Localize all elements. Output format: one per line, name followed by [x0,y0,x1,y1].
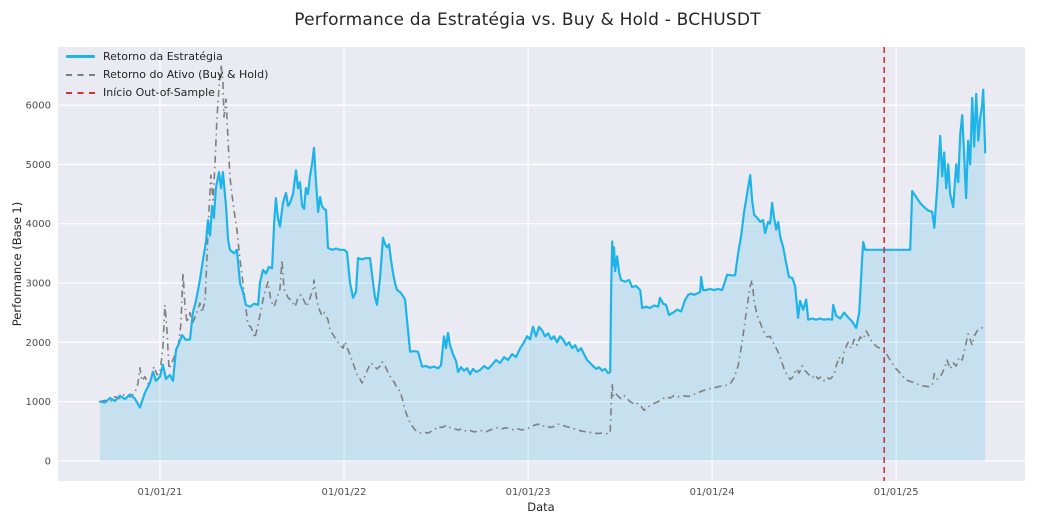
y-tick-label: 1000 [26,397,51,408]
legend-label-asset: Retorno do Ativo (Buy & Hold) [103,68,269,81]
x-tick-label: 01/01/24 [690,487,735,498]
x-tick-label: 01/01/22 [322,487,367,498]
legend-item-asset: Retorno do Ativo (Buy & Hold) [66,68,268,81]
legend-label-oos: Início Out-of-Sample [103,86,215,99]
asset-return-line [99,64,986,435]
x-tick-label: 01/01/25 [874,487,919,498]
legend-item-oos: Início Out-of-Sample [66,86,268,99]
y-tick-label: 5000 [26,160,51,171]
plot-area-background [58,47,1025,481]
x-tick-label: 01/01/21 [138,487,183,498]
y-tick-label: 6000 [26,101,51,112]
oos-line-swatch [66,91,95,94]
asset-line-swatch [66,73,95,76]
strategy-return-line [98,88,987,409]
y-tick-label: 3000 [26,278,51,289]
legend: Retorno da Estratégia Retorno do Ativo (… [66,50,268,99]
x-tick-label: 01/01/23 [506,487,551,498]
x-axis-label: Data [527,500,555,514]
legend-item-strategy: Retorno da Estratégia [66,50,268,63]
y-tick-label: 4000 [26,219,51,230]
legend-label-strategy: Retorno da Estratégia [103,50,223,63]
y-tick-label: 2000 [26,338,51,349]
chart-title: Performance da Estratégia vs. Buy & Hold… [294,10,761,30]
y-tick-label: 0 [45,456,51,467]
y-axis-label: Performance (Base 1) [10,201,24,327]
strategy-line-swatch [66,55,95,58]
strategy-area-fill [100,89,986,461]
